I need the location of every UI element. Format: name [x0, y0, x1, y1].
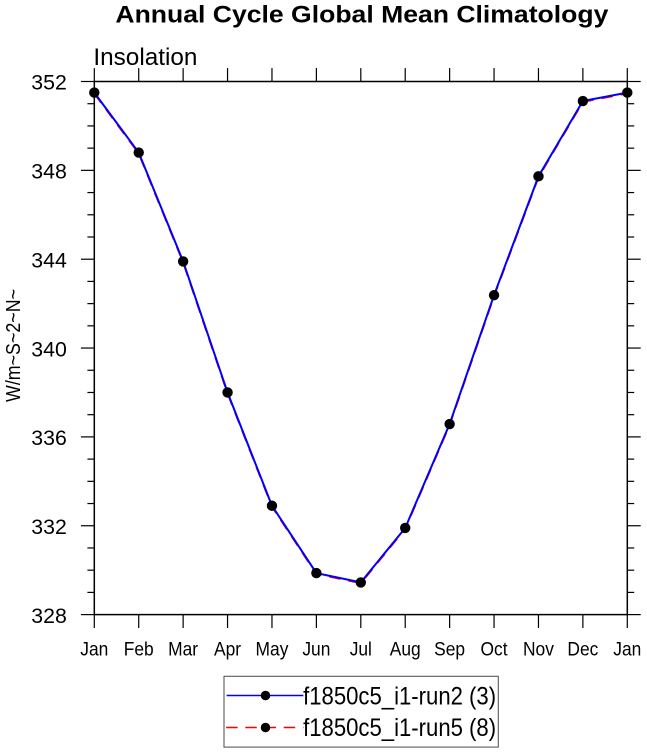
svg-text:344: 344 — [31, 248, 67, 272]
svg-text:Apr: Apr — [214, 639, 241, 661]
svg-text:Jul: Jul — [350, 639, 372, 661]
svg-text:f1850c5_i1-run2 (3): f1850c5_i1-run2 (3) — [303, 682, 496, 710]
svg-text:Sep: Sep — [434, 639, 465, 661]
svg-text:Jan: Jan — [80, 639, 108, 661]
svg-text:Jan: Jan — [613, 639, 641, 661]
svg-text:348: 348 — [31, 160, 67, 184]
svg-text:336: 336 — [31, 426, 67, 450]
svg-text:f1850c5_i1-run5 (8): f1850c5_i1-run5 (8) — [303, 714, 496, 742]
svg-text:Jun: Jun — [302, 639, 330, 661]
svg-text:Aug: Aug — [390, 639, 421, 661]
svg-text:Nov: Nov — [523, 639, 554, 661]
svg-text:Oct: Oct — [481, 639, 508, 661]
svg-text:332: 332 — [31, 515, 67, 539]
svg-text:Annual Cycle Global Mean Clima: Annual Cycle Global Mean Climatology — [115, 2, 609, 29]
svg-text:352: 352 — [31, 71, 67, 95]
svg-text:Dec: Dec — [567, 639, 598, 661]
svg-text:Feb: Feb — [124, 639, 154, 661]
svg-text:340: 340 — [31, 337, 67, 361]
svg-text:328: 328 — [31, 604, 67, 628]
svg-text:Insolation: Insolation — [93, 44, 197, 71]
svg-text:May: May — [256, 639, 289, 661]
svg-text:Mar: Mar — [168, 639, 198, 661]
svg-text:W/m~S~2~N~: W/m~S~2~N~ — [3, 289, 25, 402]
